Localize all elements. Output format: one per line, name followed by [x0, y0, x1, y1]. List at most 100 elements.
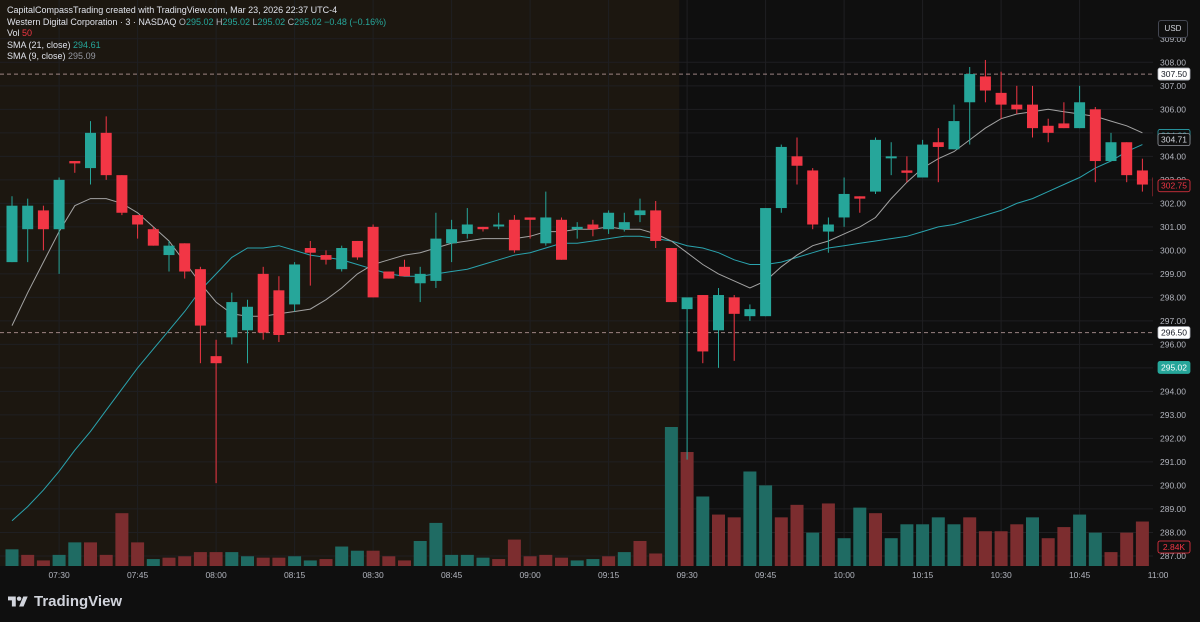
candle [838, 177, 850, 227]
price-tick-label: 292.00 [1160, 433, 1186, 443]
symbol-ohlc-row[interactable]: Western Digital Corporation · 3 · NASDAQ… [7, 17, 386, 29]
low-label: L [252, 16, 258, 27]
candle [744, 304, 756, 321]
time-tick-label: 11:00 [1148, 570, 1169, 580]
tradingview-logo-icon [8, 595, 28, 606]
volume-bar [523, 556, 537, 566]
candle-body [304, 248, 316, 253]
volume-bar [209, 552, 223, 566]
sma21-label[interactable]: SMA (21, close) [7, 39, 71, 50]
price-axis[interactable]: 309.00308.00307.00306.00305.00304.00303.… [1153, 0, 1200, 566]
candle [493, 212, 505, 230]
candle-body [1074, 102, 1086, 129]
candle [6, 196, 18, 263]
candle-body [414, 273, 426, 284]
attribution-row: CapitalCompassTrading created with Tradi… [7, 5, 386, 17]
time-axis[interactable]: 07:30 07:45 08:00 08:15 08:30 08:45 09:00 09:15… [48, 570, 1168, 580]
candle [210, 339, 222, 484]
candle [917, 139, 929, 178]
candle [1011, 85, 1023, 115]
price-tick-label: 309.00 [1160, 34, 1186, 44]
volume-bar [743, 471, 757, 566]
volume-bar [1041, 538, 1055, 566]
volume-bar [256, 557, 270, 566]
volume-bar [52, 554, 66, 566]
candle-body [226, 302, 238, 338]
price-tag-text: 302.75 [1161, 181, 1187, 191]
candle-body [995, 92, 1007, 105]
volume-bar [1088, 532, 1102, 566]
currency-button[interactable]: USD [1158, 20, 1188, 38]
volume-bar [193, 552, 207, 566]
candle-body [775, 146, 787, 209]
candle [618, 212, 630, 232]
candle-body [838, 193, 850, 218]
candle [461, 208, 473, 239]
candle [53, 177, 65, 274]
volume-bar [366, 550, 380, 566]
volume-bar [335, 546, 349, 566]
candle-body [650, 210, 662, 241]
candle-body [210, 356, 222, 364]
volume-bar [1073, 514, 1087, 566]
candle-body [69, 161, 81, 164]
candle [336, 245, 348, 272]
candle-body [351, 240, 363, 258]
candle [257, 266, 269, 340]
price-tag: 302.75 [1157, 179, 1191, 193]
volume-bar [602, 556, 616, 566]
volume-label[interactable]: Vol [7, 28, 20, 38]
volume-bar [570, 560, 584, 566]
candle-body [1058, 123, 1070, 129]
candle-body [493, 224, 505, 227]
volume-legend-row[interactable]: Vol 50 [7, 28, 386, 40]
open-label: O [178, 16, 186, 27]
volume-bar [162, 557, 176, 566]
volume-bar [1104, 552, 1118, 566]
sma9-label[interactable]: SMA (9, close) [7, 51, 66, 61]
volume-bar [759, 485, 773, 566]
volume-bar [5, 549, 19, 566]
candle [351, 240, 363, 260]
volume-bar [99, 554, 113, 566]
candle-body [430, 238, 442, 281]
sma9-legend-row[interactable]: SMA (9, close) 295.09 [7, 51, 386, 63]
candle-body [22, 205, 34, 230]
price-tick-label: 298.00 [1160, 292, 1186, 302]
symbol-title[interactable]: Western Digital Corporation · 3 · NASDAQ [7, 16, 177, 27]
volume-bar [774, 517, 788, 566]
candle-body [1136, 170, 1148, 185]
candle [320, 250, 332, 265]
volume-bar [382, 556, 396, 566]
candle-body [132, 215, 144, 225]
candle [383, 271, 395, 279]
candle [870, 137, 881, 194]
volume-bar [994, 531, 1008, 566]
candle [775, 144, 787, 213]
candle [728, 295, 740, 361]
volume-bar [115, 513, 129, 566]
volume-bar [84, 542, 97, 566]
sma21-legend-row[interactable]: SMA (21, close) 294.61 [7, 40, 386, 52]
candle [163, 240, 175, 272]
candle [304, 240, 316, 286]
candle [524, 217, 536, 239]
volume-bar [303, 560, 317, 566]
candle-body [116, 175, 128, 213]
price-tick-label: 289.00 [1160, 504, 1186, 514]
candle [964, 67, 976, 145]
volume-bar [712, 514, 725, 566]
candle [1058, 102, 1070, 129]
volume-bar [350, 550, 364, 566]
volume-bar [413, 540, 427, 566]
candle-body [571, 226, 583, 230]
volume-value: 50 [22, 28, 33, 38]
candle-body [822, 224, 834, 232]
candle [540, 191, 552, 246]
tradingview-logo[interactable]: TradingView [8, 593, 122, 610]
candle [1105, 132, 1117, 162]
time-tick-label: 10:30 [990, 570, 1012, 580]
price-tag: 296.50 [1157, 326, 1191, 340]
candle-body [6, 205, 18, 263]
